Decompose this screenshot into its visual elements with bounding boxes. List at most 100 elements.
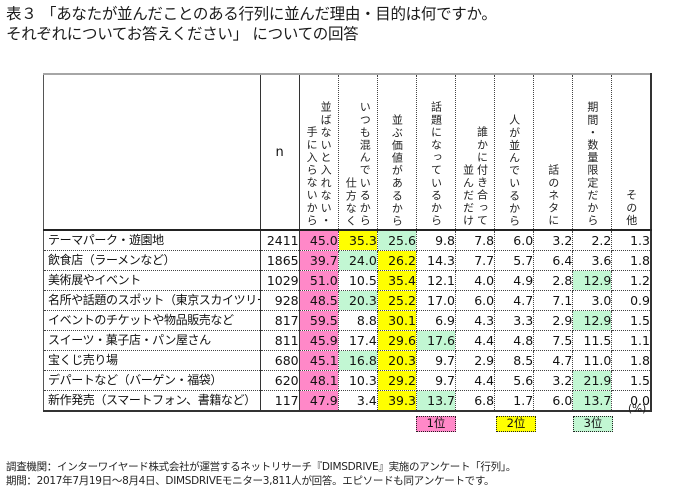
row-label: スイーツ・菓子店・パン屋さん — [43, 330, 261, 351]
row-n: 2411 — [260, 230, 300, 251]
value-cell: 20.3 — [377, 350, 417, 371]
header-c6: 人が並んでいるから — [494, 74, 535, 231]
source-note-line-1: 調査機関：インターワイヤード株式会社が運営するネットリサーチ『DIMSDRIVE… — [6, 461, 516, 473]
value-cell: 26.2 — [377, 250, 417, 271]
value-cell: 29.6 — [377, 330, 417, 351]
value-cell: 14.3 — [416, 250, 457, 271]
vertical-header-text: 並ぶ価値があるから — [378, 77, 416, 229]
value-cell: 8.8 — [338, 310, 378, 331]
value-cell: 29.2 — [377, 370, 417, 391]
value-cell: 25.2 — [377, 290, 417, 311]
value-cell: 0.0 — [611, 390, 652, 411]
value-cell: 0.9 — [611, 290, 652, 311]
value-cell: 6.4 — [533, 250, 574, 271]
value-cell: 6.0 — [494, 230, 535, 251]
value-cell: 3.4 — [338, 390, 378, 411]
row-n: 1865 — [260, 250, 300, 271]
value-cell: 7.5 — [533, 330, 574, 351]
value-cell: 9.7 — [416, 370, 457, 391]
table-row: デパートなど（バーゲン・福袋） 620 48.1 10.3 29.2 9.7 4.4 5.6 3… — [43, 370, 652, 391]
value-cell: 24.0 — [338, 250, 378, 271]
header-blank-cell — [43, 74, 261, 231]
value-cell: 17.0 — [416, 290, 457, 311]
unit-label: (%) — [628, 403, 647, 415]
value-cell: 2.9 — [533, 310, 574, 331]
value-cell: 3.3 — [494, 310, 535, 331]
header-c1: 並ばないと入れない・ 手に入らないから — [299, 74, 339, 231]
value-cell: 12.9 — [572, 270, 613, 291]
value-cell: 3.2 — [533, 370, 574, 391]
value-cell: 1.5 — [611, 370, 652, 391]
value-cell: 2.8 — [533, 270, 574, 291]
table-row: 飲食店（ラーメンなど） 1865 39.7 24.0 26.2 14.3 7.7 5.7 6.4… — [43, 250, 652, 271]
value-cell: 11.5 — [572, 330, 613, 351]
value-cell: 4.4 — [455, 370, 496, 391]
value-cell: 2.9 — [455, 350, 496, 371]
table-row: イベントのチケットや物品販売など 817 59.5 8.8 30.1 6.9 4.3 3.3 2… — [43, 310, 652, 331]
vertical-header-text: その他 — [612, 77, 650, 229]
value-cell: 4.8 — [494, 330, 535, 351]
row-n: 117 — [260, 390, 300, 411]
table-body: テーマパーク・遊園地 2411 45.0 35.3 25.6 9.8 7.8 6.0 3.2 2.… — [43, 230, 652, 411]
value-cell: 1.3 — [611, 230, 652, 251]
value-cell: 7.7 — [455, 250, 496, 271]
header-c8: 期間・数量限定だから — [572, 74, 613, 231]
title-line-1: 表３ 「あなたが並んだことのある行列に並んだ理由・目的は何ですか。 — [6, 5, 497, 23]
value-cell: 59.5 — [299, 310, 339, 331]
value-cell: 45.0 — [299, 230, 339, 251]
header-line: 仕方なく — [344, 176, 358, 227]
value-cell: 1.8 — [611, 350, 652, 371]
row-label: テーマパーク・遊園地 — [43, 230, 261, 251]
value-cell: 45.9 — [299, 330, 339, 351]
table-row: 宝くじ売り場 680 45.1 16.8 20.3 9.7 2.9 8.5 4.7 11.0 1.8 — [43, 350, 652, 371]
value-cell: 1.2 — [611, 270, 652, 291]
vertical-header-text: 期間・数量限定だから — [573, 77, 611, 229]
value-cell: 8.5 — [494, 350, 535, 371]
row-label: 宝くじ売り場 — [43, 350, 261, 371]
header-line: 人が並んでいるから — [507, 113, 521, 227]
header-line: 話題になっているから — [429, 101, 443, 227]
value-cell: 4.7 — [533, 350, 574, 371]
value-cell: 1.5 — [611, 310, 652, 331]
legend-rank-3: 3位 — [573, 416, 613, 432]
value-cell: 39.7 — [299, 250, 339, 271]
row-label: 新作発売（スマートフォン、書籍など） — [43, 390, 261, 411]
row-n: 928 — [260, 290, 300, 311]
vertical-header-text: 人が並んでいるから — [495, 77, 533, 229]
row-label: 名所や話題のスポット（東京スカイツリーなど） — [43, 290, 261, 311]
value-cell: 35.3 — [338, 230, 378, 251]
value-cell: 39.3 — [377, 390, 417, 411]
row-label: 美術展やイベント — [43, 270, 261, 291]
header-c7: 話のネタに — [533, 74, 574, 231]
survey-results-table: n 並ばないと入れない・ 手に入らないから いつも混んでいるから 仕方なく 並ぶ価値があ… — [43, 73, 652, 412]
row-label: デパートなど（バーゲン・福袋） — [43, 370, 261, 391]
value-cell: 4.0 — [455, 270, 496, 291]
legend-rank-2: 2位 — [496, 416, 536, 432]
value-cell: 4.7 — [494, 290, 535, 311]
header-line: 誰かに付き合って — [475, 126, 489, 227]
header-line: 並んだだけ — [461, 164, 475, 227]
title-line-2: それぞれについてお答えください」 についての回答 — [6, 25, 359, 43]
value-cell: 48.5 — [299, 290, 339, 311]
value-cell: 45.1 — [299, 350, 339, 371]
value-cell: 30.1 — [377, 310, 417, 331]
value-cell: 7.1 — [533, 290, 574, 311]
value-cell: 4.4 — [455, 330, 496, 351]
value-cell: 1.7 — [494, 390, 535, 411]
value-cell: 12.9 — [572, 310, 613, 331]
value-cell: 10.5 — [338, 270, 378, 291]
value-cell: 10.3 — [338, 370, 378, 391]
header-row: n 並ばないと入れない・ 手に入らないから いつも混んでいるから 仕方なく 並ぶ価値があ… — [43, 74, 652, 231]
source-note-line-2: 期間：2017年7月19日～8月4日、DIMSDRIVEモニター3,811人が回… — [6, 475, 495, 487]
value-cell: 17.6 — [416, 330, 457, 351]
value-cell: 3.6 — [572, 250, 613, 271]
page-title: 表３ 「あなたが並んだことのある行列に並んだ理由・目的は何ですか。 それぞれにつ… — [6, 4, 497, 44]
table-row: スイーツ・菓子店・パン屋さん 811 45.9 17.4 29.6 17.6 4.4 4.8 7… — [43, 330, 652, 351]
table-row: 名所や話題のスポット（東京スカイツリーなど）92848.520.325.217.… — [43, 290, 652, 311]
value-cell: 6.9 — [416, 310, 457, 331]
value-cell: 12.1 — [416, 270, 457, 291]
value-cell: 17.4 — [338, 330, 378, 351]
header-line: その他 — [624, 189, 638, 227]
vertical-header-text: 話のネタに — [534, 77, 572, 229]
value-cell: 5.7 — [494, 250, 535, 271]
